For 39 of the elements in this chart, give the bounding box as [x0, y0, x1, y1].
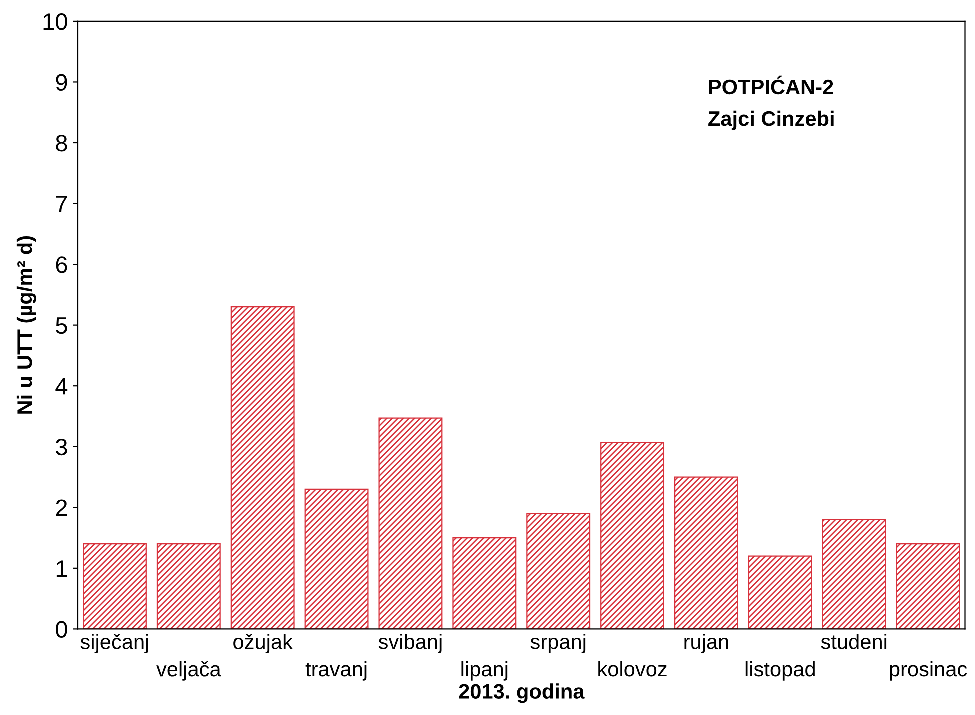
bar [896, 544, 960, 630]
bar [674, 476, 738, 630]
x-tick-label: lipanj [462, 661, 508, 681]
y-tick-label: 0 [56, 621, 68, 638]
x-tick-label: svibanj [378, 634, 442, 654]
x-tick-label: srpanj [530, 634, 586, 654]
y-tick-label: 10 [44, 14, 68, 30]
y-tick-label: 8 [56, 135, 68, 152]
bar [526, 513, 591, 630]
y-tick-label: 5 [56, 318, 68, 334]
y-tick-label: 1 [56, 560, 68, 577]
bar [452, 537, 517, 630]
y-tick-label: 9 [56, 74, 68, 92]
x-tick-label: prosinac [890, 661, 968, 681]
bar [748, 556, 812, 630]
bar [600, 442, 665, 630]
y-tick-label: 4 [56, 378, 68, 395]
bar [156, 544, 221, 630]
x-tick-label: siječanj [80, 634, 148, 654]
y-tick-label: 3 [56, 438, 68, 456]
y-tick-label: 6 [56, 256, 68, 274]
x-tick-label: rujan [684, 634, 728, 654]
bar [378, 418, 443, 630]
x-tick-label: travanj [306, 661, 367, 681]
annotation: POTPIĆAN-2 [709, 76, 834, 95]
x-axis-title: 2013. godina [459, 684, 585, 704]
bar [230, 306, 295, 630]
x-tick-label: listopad [746, 661, 815, 681]
y-tick-label: 2 [56, 500, 68, 516]
bar [304, 488, 369, 630]
bar [822, 519, 886, 630]
y-axis-title: Ni u UTT (µg/m² d) [16, 236, 36, 414]
x-tick-label: veljača [156, 661, 222, 681]
annotation: Zajci Cinzebi [708, 110, 834, 130]
y-tick-label: 7 [56, 196, 68, 212]
bar [82, 544, 147, 630]
x-tick-label: ožujak [234, 634, 293, 654]
x-tick-label: studeni [821, 634, 887, 650]
x-tick-label: kolovoz [598, 661, 667, 677]
